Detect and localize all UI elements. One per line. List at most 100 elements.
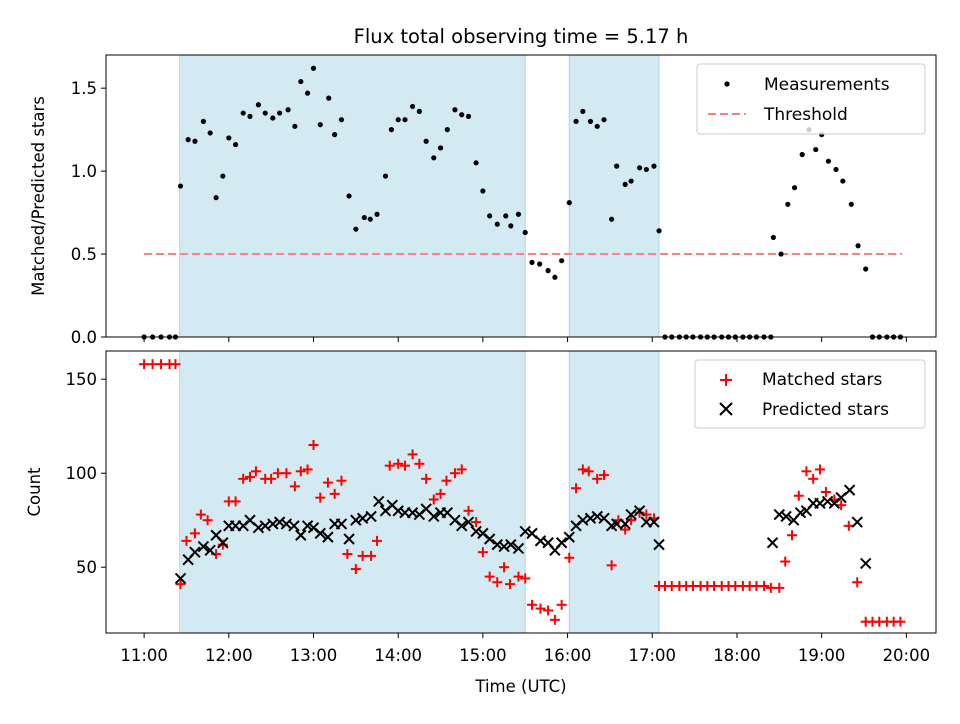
- x-stroke-b: [859, 557, 872, 570]
- matched-star-point: [895, 616, 906, 627]
- x-stroke-b: [584, 512, 597, 525]
- measurement-point: [566, 200, 572, 206]
- x-stroke-b: [653, 538, 665, 551]
- bottom-axes-frame: [105, 350, 937, 634]
- measurement-point: [537, 261, 543, 267]
- x-tick-label: 12:00: [205, 646, 253, 665]
- predicted-star-point: [563, 531, 575, 543]
- measurement-point: [338, 117, 345, 123]
- x-stroke-b: [780, 510, 792, 523]
- measurement-point: [207, 130, 213, 136]
- measurement-point: [813, 146, 819, 153]
- matched-star-point: [535, 603, 546, 614]
- matched-star-point: [435, 488, 446, 499]
- predicted-star-point: [267, 518, 279, 530]
- x-stroke-b: [322, 531, 334, 543]
- measurement-point: [361, 214, 367, 221]
- predicted-star-point: [633, 505, 646, 517]
- matched-star-point: [366, 550, 377, 561]
- predicted-star-point: [343, 533, 355, 545]
- measurement-point: [552, 274, 558, 280]
- y-tick-label: 50: [76, 558, 97, 577]
- x-stroke-b: [259, 520, 271, 532]
- matched-star-point: [421, 473, 432, 484]
- legend-matched-label: Matched stars: [762, 370, 882, 390]
- measurement-point: [487, 213, 493, 219]
- predicted-star-point: [851, 516, 863, 528]
- measurement-point: [431, 155, 437, 161]
- measurement-point: [317, 122, 323, 128]
- measurement-point: [785, 201, 791, 207]
- matched-star-point: [592, 473, 603, 484]
- predicted-star-point: [491, 538, 503, 551]
- measurement-point: [594, 123, 600, 129]
- measurement-point: [437, 145, 444, 151]
- x-stroke-b: [526, 527, 538, 540]
- predicted-star-point: [288, 520, 300, 532]
- measurement-point: [367, 216, 373, 222]
- shade-region: [179, 351, 526, 633]
- predicted-star-point: [653, 538, 665, 551]
- measurement-point: [515, 211, 522, 217]
- x-stroke-b: [244, 514, 256, 526]
- measurement-point: [825, 158, 832, 164]
- x-stroke-b: [343, 533, 355, 545]
- bottom-y-ticks: 50 100 150: [66, 370, 106, 577]
- predicted-star-point: [584, 512, 597, 525]
- matched-star-points: [139, 359, 906, 627]
- matched-star-point: [620, 524, 631, 535]
- y-tick-label: 0.0: [71, 328, 97, 347]
- measurement-point: [863, 266, 869, 272]
- matched-star-point: [414, 458, 425, 469]
- x-stroke-b: [189, 546, 201, 558]
- x-tick-label: 16:00: [544, 646, 592, 665]
- observing-window-shades: [179, 55, 660, 337]
- measurement-point: [778, 251, 784, 257]
- matched-star-point: [315, 492, 326, 503]
- x-tick-label: 15:00: [459, 646, 507, 665]
- measurement-point: [444, 127, 450, 133]
- matched-star-point: [295, 466, 306, 477]
- matched-star-point: [852, 577, 863, 588]
- x-stroke-b: [217, 537, 229, 549]
- measurement-point: [226, 135, 232, 141]
- x-stroke-b: [204, 544, 216, 556]
- measurement-point: [643, 166, 649, 173]
- x-stroke-b: [252, 522, 265, 534]
- measurement-point: [622, 181, 628, 187]
- measurement-point: [848, 201, 854, 207]
- x-stroke-b: [267, 518, 279, 530]
- measurement-point: [573, 118, 579, 124]
- ratio-panel: 0.0 0.5 1.0 1.5 Flux total observing time =…: [29, 25, 937, 347]
- x-stroke-b: [386, 499, 398, 511]
- x-stroke-b: [288, 520, 300, 532]
- matched-star-point: [202, 515, 213, 526]
- matched-star-point: [787, 530, 798, 541]
- predicted-star-point: [555, 537, 568, 549]
- measurement-point: [423, 138, 429, 144]
- measurement-point: [614, 163, 620, 169]
- top-y-axis-label: Matched/Predicted stars: [29, 96, 48, 296]
- x-stroke-b: [428, 510, 440, 523]
- matched-star-point: [820, 487, 831, 497]
- x-stroke-b: [598, 512, 610, 525]
- measurement-point: [262, 110, 268, 116]
- matched-star-point: [808, 473, 819, 484]
- matched-star-point: [372, 535, 383, 546]
- top-legend: Measurements Threshold: [696, 63, 926, 135]
- matched-star-point: [504, 579, 515, 590]
- matched-star-point: [238, 473, 249, 484]
- x-stroke-b: [477, 527, 489, 540]
- matched-star-point: [814, 464, 825, 475]
- predicted-star-point: [373, 495, 385, 508]
- y-tick-label: 1.0: [71, 162, 97, 181]
- measurement-point: [609, 216, 615, 222]
- measurement-point: [285, 107, 291, 113]
- measurement-point: [353, 226, 359, 232]
- matched-star-point: [499, 562, 510, 573]
- predicted-star-point: [365, 510, 377, 523]
- x-stroke-b: [498, 540, 510, 553]
- predicted-star-point: [470, 525, 482, 538]
- measurement-point: [459, 112, 465, 118]
